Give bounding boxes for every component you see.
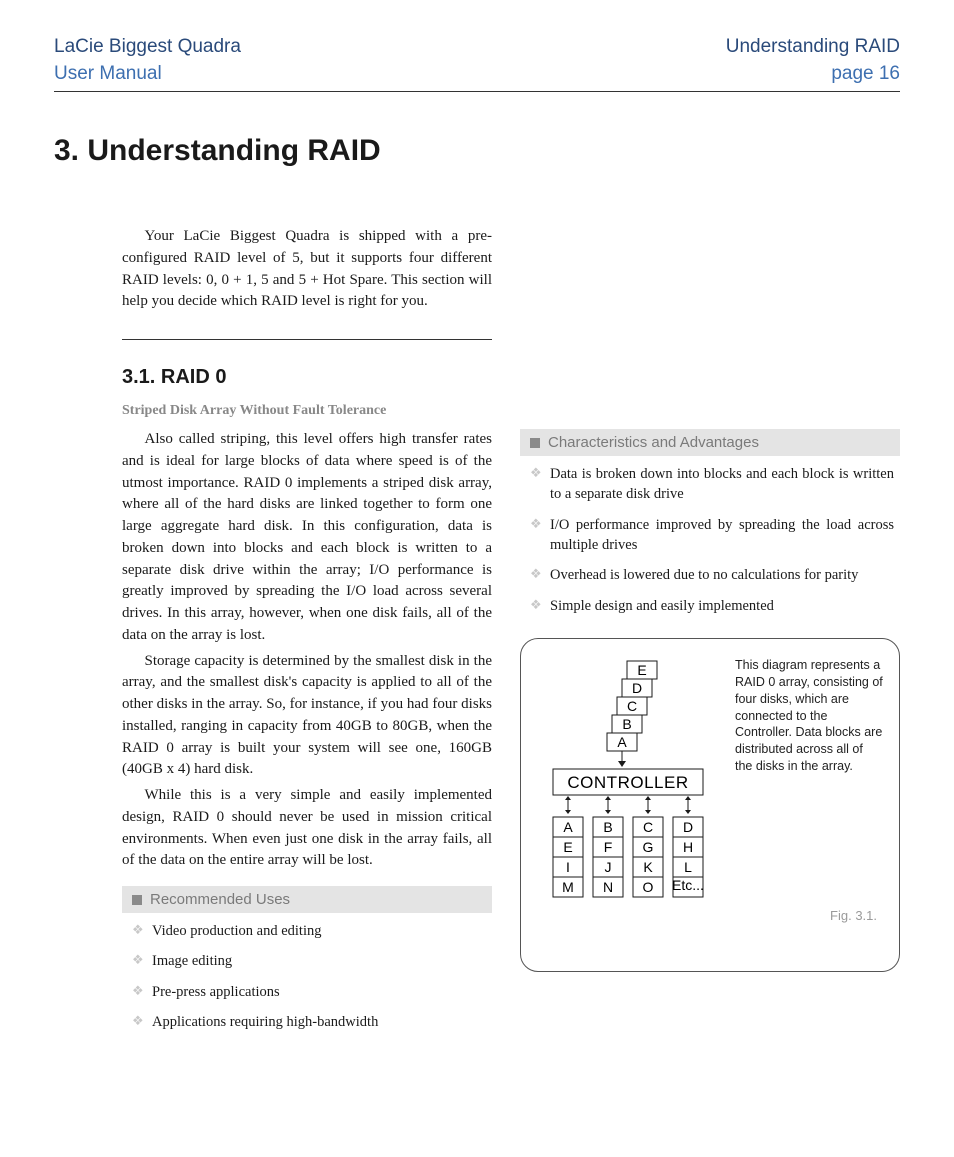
- characteristics-list: Data is broken down into blocks and each…: [520, 456, 900, 616]
- svg-text:B: B: [622, 716, 631, 732]
- subsection-subtitle: Striped Disk Array Without Fault Toleran…: [122, 403, 900, 419]
- body-paragraph: Also called striping, this level offers …: [122, 429, 492, 647]
- box-title: Characteristics and Advantages: [548, 434, 759, 451]
- left-column: Also called striping, this level offers …: [122, 429, 492, 1042]
- svg-text:D: D: [632, 680, 642, 696]
- body-paragraph: Storage capacity is determined by the sm…: [122, 651, 492, 782]
- figure-caption: This diagram represents a RAID 0 array, …: [735, 657, 883, 775]
- list-item: Image editing: [128, 951, 486, 971]
- svg-text:B: B: [603, 819, 612, 835]
- right-column: Characteristics and Advantages Data is b…: [520, 429, 900, 1042]
- svg-text:F: F: [604, 839, 613, 855]
- subsection-title: 3.1. RAID 0: [122, 366, 900, 389]
- figure-diagram: EDCBACONTROLLERAEIMBFJNCGKODHLEtc...: [537, 657, 719, 957]
- svg-text:C: C: [627, 698, 637, 714]
- two-column-layout: Also called striping, this level offers …: [54, 429, 900, 1042]
- svg-text:E: E: [563, 839, 572, 855]
- list-item: Video production and editing: [128, 921, 486, 941]
- svg-text:M: M: [562, 879, 574, 895]
- characteristics-box: Characteristics and Advantages Data is b…: [520, 429, 900, 616]
- header-left: LaCie Biggest Quadra User Manual: [54, 34, 241, 87]
- svg-text:I: I: [566, 859, 570, 875]
- list-item: Applications requiring high-bandwidth: [128, 1012, 486, 1032]
- svg-text:G: G: [643, 839, 654, 855]
- recommended-uses-box: Recommended Uses Video production and ed…: [122, 886, 492, 1032]
- list-item: I/O performance improved by spreading th…: [526, 515, 894, 556]
- figure-frame: EDCBACONTROLLERAEIMBFJNCGKODHLEtc... Thi…: [520, 638, 900, 972]
- svg-text:D: D: [683, 819, 693, 835]
- page-header: LaCie Biggest Quadra User Manual Underst…: [54, 34, 900, 92]
- list-item: Overhead is lowered due to no calculatio…: [526, 565, 894, 585]
- svg-text:O: O: [643, 879, 654, 895]
- svg-text:C: C: [643, 819, 653, 835]
- doc-type: User Manual: [54, 61, 241, 88]
- body-paragraph: While this is a very simple and easily i…: [122, 785, 492, 872]
- list-item: Simple design and easily implemented: [526, 596, 894, 616]
- header-right: Understanding RAID page 16: [726, 34, 900, 87]
- square-bullet-icon: [132, 895, 142, 905]
- intro-paragraph: Your LaCie Biggest Quadra is shipped wit…: [122, 226, 492, 340]
- chapter-name: Understanding RAID: [726, 34, 900, 61]
- section-title: 3. Understanding RAID: [54, 134, 900, 168]
- svg-text:J: J: [605, 859, 612, 875]
- svg-text:E: E: [637, 662, 646, 678]
- raid-diagram-svg: EDCBACONTROLLERAEIMBFJNCGKODHLEtc...: [537, 657, 719, 957]
- page-number: page 16: [726, 61, 900, 88]
- box-title: Recommended Uses: [150, 891, 290, 908]
- svg-text:H: H: [683, 839, 693, 855]
- svg-text:CONTROLLER: CONTROLLER: [567, 773, 688, 792]
- product-name: LaCie Biggest Quadra: [54, 34, 241, 61]
- square-bullet-icon: [530, 438, 540, 448]
- list-item: Data is broken down into blocks and each…: [526, 464, 894, 505]
- recommended-list: Video production and editing Image editi…: [122, 913, 492, 1032]
- svg-text:A: A: [563, 819, 573, 835]
- svg-text:K: K: [643, 859, 653, 875]
- svg-text:Etc...: Etc...: [672, 877, 704, 893]
- svg-text:A: A: [617, 734, 627, 750]
- figure-label: Fig. 3.1.: [830, 908, 877, 923]
- box-header: Recommended Uses: [122, 886, 492, 913]
- svg-text:L: L: [684, 859, 692, 875]
- svg-text:N: N: [603, 879, 613, 895]
- box-header: Characteristics and Advantages: [520, 429, 900, 456]
- list-item: Pre-press applications: [128, 982, 486, 1002]
